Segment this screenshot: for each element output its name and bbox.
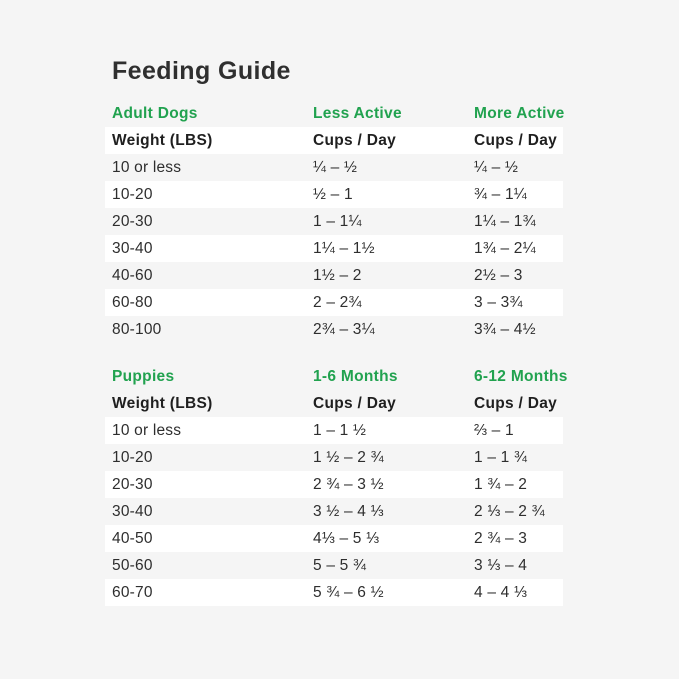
column-header-weight: Weight (LBS) [112, 394, 213, 412]
table-row: 30-40 1¼ – 1½ 1¾ – 2¼ [105, 235, 563, 262]
cups-per-day-value: ¾ – 1¼ [474, 185, 527, 203]
cups-per-day-value: 2 ¾ – 3 [474, 529, 528, 547]
table-row: 40-60 1½ – 2 2½ – 3 [105, 262, 563, 289]
cups-per-day-value: 1 ½ – 2 ¾ [313, 448, 384, 466]
weight-range: 60-80 [112, 293, 153, 311]
weight-range: 50-60 [112, 556, 153, 574]
feeding-guide: Feeding Guide Adult Dogs Less Active Mor… [105, 56, 567, 606]
cups-per-day-value: 1¾ – 2¼ [474, 239, 536, 257]
page-title: Feeding Guide [112, 57, 291, 85]
weight-range: 30-40 [112, 239, 153, 257]
cups-per-day-value: 1 – 1 ½ [313, 421, 367, 439]
cups-per-day-value: 3 – 3¾ [474, 293, 523, 311]
cups-per-day-value: ⅔ – 1 [474, 421, 514, 439]
table-row: 10 or less ¼ – ½ ¼ – ½ [105, 154, 563, 181]
cups-per-day-value: 3 ½ – 4 ⅓ [313, 502, 384, 520]
cups-per-day-value: 1½ – 2 [313, 266, 362, 284]
cups-per-day-value: 5 – 5 ¾ [313, 556, 367, 574]
table-row: 10-20 ½ – 1 ¾ – 1¼ [105, 181, 563, 208]
weight-range: 10 or less [112, 158, 182, 176]
table-row: 50-60 5 – 5 ¾ 3 ⅓ – 4 [105, 552, 563, 579]
cups-per-day-value: 1¼ – 1½ [313, 239, 375, 257]
cups-per-day-value: 3 ⅓ – 4 [474, 556, 528, 574]
section-header-1-6-months: 1-6 Months [313, 367, 398, 385]
cups-per-day-value: 4⅓ – 5 ⅓ [313, 529, 380, 547]
adult-dogs-column-header-row: Weight (LBS) Cups / Day Cups / Day [105, 127, 563, 154]
adult-dogs-section-headers: Adult Dogs Less Active More Active [105, 100, 565, 127]
cups-per-day-value: 2½ – 3 [474, 266, 523, 284]
column-header-cups-less-active: Cups / Day [313, 131, 397, 149]
column-header-cups-6-12-months: Cups / Day [474, 394, 558, 412]
puppies-column-header-row: Weight (LBS) Cups / Day Cups / Day [105, 390, 563, 417]
table-row: 60-80 2 – 2¾ 3 – 3¾ [105, 289, 563, 316]
cups-per-day-value: 2¾ – 3¼ [313, 320, 375, 338]
cups-per-day-value: ½ – 1 [313, 185, 353, 203]
column-header-cups-more-active: Cups / Day [474, 131, 558, 149]
cups-per-day-value: 3¾ – 4½ [474, 320, 536, 338]
weight-range: 40-60 [112, 266, 153, 284]
cups-per-day-value: ¼ – ½ [313, 158, 358, 176]
weight-range: 20-30 [112, 212, 153, 230]
cups-per-day-value: 2 ⅓ – 2 ¾ [474, 502, 545, 520]
cups-per-day-value: 4 – 4 ⅓ [474, 583, 528, 601]
cups-per-day-value: 1 – 1¼ [313, 212, 362, 230]
puppies-section: Puppies 1-6 Months 6-12 Months Weight (L… [105, 363, 567, 606]
section-header-6-12-months: 6-12 Months [474, 367, 568, 385]
puppies-table: Weight (LBS) Cups / Day Cups / Day 10 or… [105, 390, 563, 606]
cups-per-day-value: ¼ – ½ [474, 158, 519, 176]
weight-range: 30-40 [112, 502, 153, 520]
weight-range: 10-20 [112, 448, 153, 466]
table-row: 10-20 1 ½ – 2 ¾ 1 – 1 ¾ [105, 444, 563, 471]
section-header-less-active: Less Active [313, 104, 402, 122]
cups-per-day-value: 5 ¾ – 6 ½ [313, 583, 384, 601]
table-row: 10 or less 1 – 1 ½ ⅔ – 1 [105, 417, 563, 444]
section-header-adult-dogs: Adult Dogs [112, 104, 198, 122]
weight-range: 60-70 [112, 583, 153, 601]
table-row: 80-100 2¾ – 3¼ 3¾ – 4½ [105, 316, 563, 343]
cups-per-day-value: 1 ¾ – 2 [474, 475, 528, 493]
table-row: 20-30 1 – 1¼ 1¼ – 1¾ [105, 208, 563, 235]
cups-per-day-value: 2 – 2¾ [313, 293, 362, 311]
adult-dogs-table: Weight (LBS) Cups / Day Cups / Day 10 or… [105, 127, 563, 343]
table-row: 20-30 2 ¾ – 3 ½ 1 ¾ – 2 [105, 471, 563, 498]
weight-range: 20-30 [112, 475, 153, 493]
adult-dogs-section: Adult Dogs Less Active More Active Weigh… [105, 100, 565, 343]
table-row: 60-70 5 ¾ – 6 ½ 4 – 4 ⅓ [105, 579, 563, 606]
weight-range: 10-20 [112, 185, 153, 203]
weight-range: 10 or less [112, 421, 182, 439]
weight-range: 40-50 [112, 529, 153, 547]
column-header-weight: Weight (LBS) [112, 131, 213, 149]
weight-range: 80-100 [112, 320, 162, 338]
cups-per-day-value: 2 ¾ – 3 ½ [313, 475, 384, 493]
section-header-puppies: Puppies [112, 367, 175, 385]
cups-per-day-value: 1¼ – 1¾ [474, 212, 536, 230]
table-row: 30-40 3 ½ – 4 ⅓ 2 ⅓ – 2 ¾ [105, 498, 563, 525]
cups-per-day-value: 1 – 1 ¾ [474, 448, 528, 466]
section-header-more-active: More Active [474, 104, 565, 122]
table-row: 40-50 4⅓ – 5 ⅓ 2 ¾ – 3 [105, 525, 563, 552]
column-header-cups-1-6-months: Cups / Day [313, 394, 397, 412]
puppies-section-headers: Puppies 1-6 Months 6-12 Months [105, 363, 567, 390]
